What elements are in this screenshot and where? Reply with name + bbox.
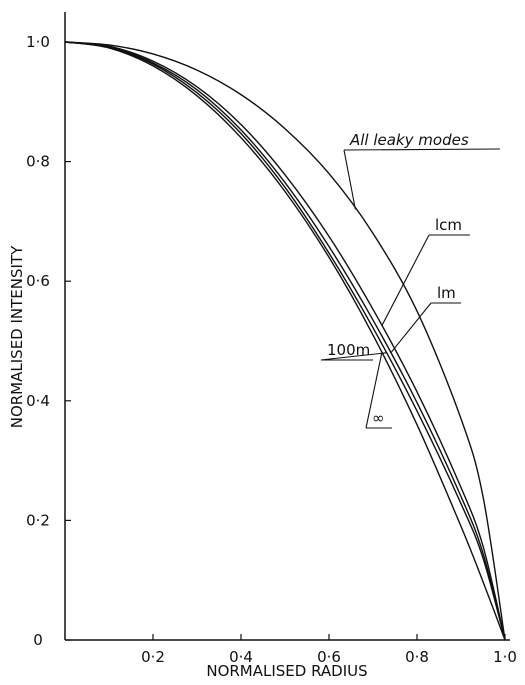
y-tick-label-5: 1·0 (26, 33, 50, 51)
ticks: 0·2 0·4 0·6 0·8 1·0 0 0·2 0·4 0·6 0·8 1·0 (26, 33, 517, 666)
y-tick-label-3: 0·6 (26, 272, 50, 290)
curves (64, 41, 506, 641)
annotation-leader-1 (381, 234, 430, 327)
x-tick-label-0: 0·2 (141, 648, 165, 666)
y-tick-label-1: 0·2 (26, 511, 50, 529)
curve-series-0 (64, 41, 506, 641)
y-tick-label-4: 0·8 (26, 153, 50, 171)
x-tick-label-4: 1·0 (493, 648, 517, 666)
y-tick-label-0: 0 (33, 631, 43, 649)
annotation-label-1: lcm (435, 216, 462, 234)
curve-series-1 (64, 41, 506, 641)
annotation-underline-0 (343, 148, 501, 151)
annotation-leader-4 (365, 352, 383, 429)
annotation-label-0: All leaky modes (349, 131, 469, 149)
annotation-label-2: lm (437, 284, 456, 302)
curve-series-2 (64, 41, 506, 641)
annotation-leader-0 (343, 149, 356, 210)
x-tick-label-3: 0·8 (405, 648, 429, 666)
curve-series-3 (64, 41, 506, 641)
curve-series-4 (64, 41, 506, 641)
annotation-leader-2 (390, 302, 432, 354)
annotation-label-3: 100m (327, 341, 370, 359)
axes (64, 12, 510, 641)
annotation-label-4: ∞ (372, 409, 385, 427)
x-tick-label-2: 0·6 (317, 648, 341, 666)
y-axis-label: NORMALISED INTENSITY (8, 245, 26, 428)
x-tick-label-1: 0·4 (229, 648, 253, 666)
y-tick-label-2: 0·4 (26, 392, 50, 410)
annotations: All leaky modes lcm lm 100m ∞ (320, 131, 501, 429)
annotation-leader-3 (320, 352, 387, 361)
x-axis-label: NORMALISED RADIUS (206, 662, 367, 680)
